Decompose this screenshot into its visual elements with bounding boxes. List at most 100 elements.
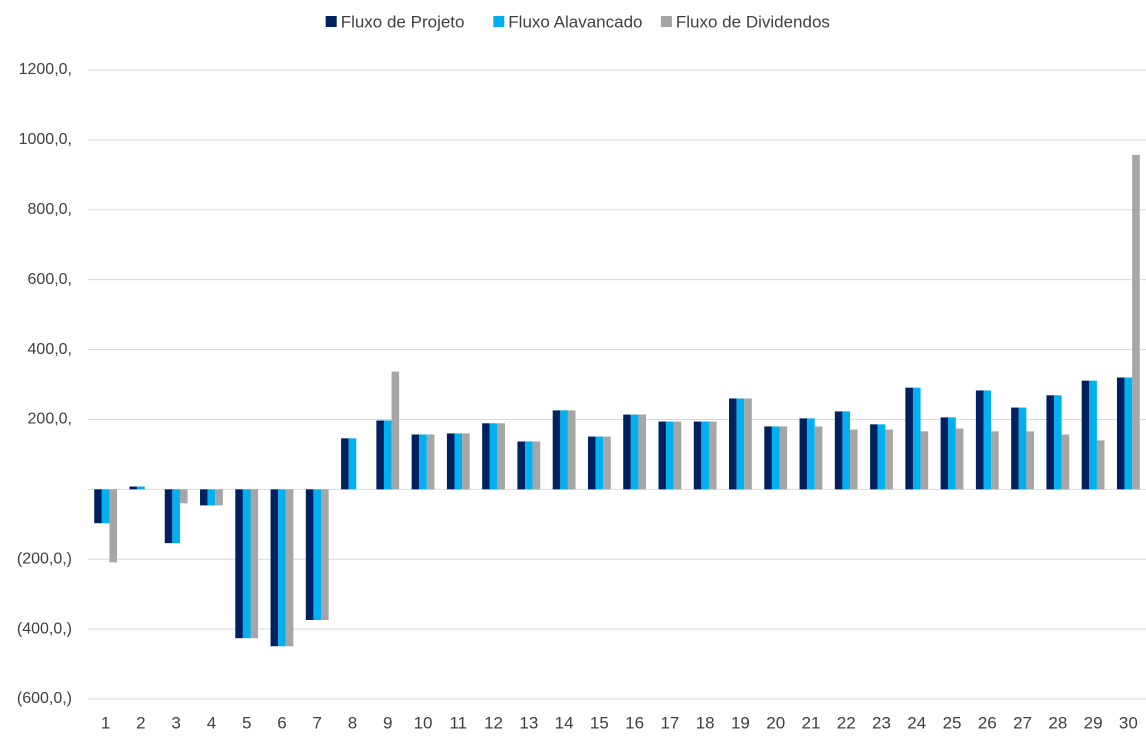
bar bbox=[482, 423, 490, 490]
bar bbox=[532, 441, 541, 490]
bar bbox=[1124, 377, 1133, 490]
x-tick-label: 4 bbox=[207, 713, 216, 732]
bar bbox=[129, 486, 138, 490]
legend-label: Fluxo Alavancado bbox=[508, 12, 642, 31]
bar bbox=[1132, 154, 1140, 490]
bar bbox=[729, 398, 737, 490]
bar bbox=[638, 414, 647, 490]
bar bbox=[877, 424, 886, 490]
x-tick-label: 15 bbox=[590, 713, 609, 732]
bar bbox=[623, 414, 631, 490]
bar bbox=[489, 423, 498, 490]
legend-label: Fluxo de Projeto bbox=[341, 12, 465, 31]
x-tick-label: 26 bbox=[978, 713, 997, 732]
x-tick-label: 7 bbox=[312, 713, 321, 732]
x-tick-label: 9 bbox=[383, 713, 392, 732]
bar bbox=[454, 433, 463, 490]
legend-swatch bbox=[493, 16, 505, 27]
bar bbox=[426, 434, 435, 490]
x-tick-label: 8 bbox=[348, 713, 357, 732]
bar bbox=[666, 421, 674, 490]
legend-swatch bbox=[325, 16, 337, 27]
y-tick-label: (600,0,) bbox=[17, 690, 72, 707]
bar bbox=[603, 436, 611, 490]
bar bbox=[109, 489, 118, 563]
x-tick-label: 10 bbox=[414, 713, 433, 732]
bar bbox=[771, 426, 780, 490]
y-tick-label: 600,0, bbox=[28, 271, 72, 288]
y-tick-label: 1200,0, bbox=[19, 61, 72, 78]
bar bbox=[1018, 407, 1027, 490]
bar bbox=[313, 489, 322, 621]
bar bbox=[1089, 380, 1097, 490]
x-tick-label: 30 bbox=[1119, 713, 1138, 732]
bar bbox=[736, 398, 745, 490]
bar bbox=[955, 428, 964, 490]
x-tick-label: 23 bbox=[872, 713, 891, 732]
bar bbox=[870, 424, 878, 490]
bar bbox=[630, 414, 639, 490]
y-tick-label: (400,0,) bbox=[17, 620, 72, 637]
bar bbox=[200, 489, 208, 506]
bar bbox=[419, 434, 427, 490]
x-tick-label: 29 bbox=[1084, 713, 1103, 732]
bar bbox=[983, 390, 992, 490]
bar bbox=[991, 431, 999, 490]
x-tick-label: 11 bbox=[449, 713, 467, 732]
legend-label: Fluxo de Dividendos bbox=[676, 12, 830, 31]
bar bbox=[1116, 377, 1125, 490]
bar bbox=[764, 426, 772, 490]
bar bbox=[567, 410, 576, 490]
x-tick-label: 16 bbox=[625, 713, 644, 732]
y-tick-label: (200,0,) bbox=[17, 550, 72, 567]
x-tick-label: 21 bbox=[802, 713, 821, 732]
bar bbox=[137, 486, 145, 490]
bar bbox=[1054, 395, 1062, 490]
bar bbox=[850, 429, 858, 490]
bar bbox=[94, 489, 102, 524]
x-tick-label: 27 bbox=[1013, 713, 1032, 732]
bar bbox=[1011, 407, 1019, 490]
bar bbox=[411, 434, 420, 490]
bar bbox=[779, 426, 788, 490]
bar bbox=[285, 489, 294, 647]
bar bbox=[235, 489, 243, 639]
x-tick-label: 18 bbox=[696, 713, 715, 732]
x-tick-label: 19 bbox=[731, 713, 750, 732]
bar bbox=[305, 489, 314, 621]
bar bbox=[1061, 434, 1070, 490]
x-tick-label: 14 bbox=[555, 713, 574, 732]
bar bbox=[595, 436, 604, 490]
bar bbox=[673, 421, 682, 490]
bar bbox=[278, 489, 286, 647]
bar bbox=[920, 431, 929, 490]
y-tick-label: 1000,0, bbox=[19, 131, 72, 148]
bar bbox=[885, 429, 893, 490]
bar bbox=[462, 433, 470, 490]
bar bbox=[799, 418, 808, 490]
bar bbox=[179, 489, 188, 504]
y-tick-label: 400,0, bbox=[28, 341, 72, 358]
x-tick-label: 20 bbox=[766, 713, 785, 732]
x-tick-label: 25 bbox=[943, 713, 962, 732]
bar bbox=[975, 390, 984, 490]
bar bbox=[1026, 431, 1034, 490]
x-tick-label: 2 bbox=[136, 713, 145, 732]
x-tick-label: 28 bbox=[1048, 713, 1067, 732]
bar bbox=[164, 489, 173, 544]
bar bbox=[341, 438, 349, 490]
x-tick-label: 6 bbox=[277, 713, 286, 732]
bar bbox=[446, 433, 455, 490]
x-tick-label: 17 bbox=[660, 713, 679, 732]
bar bbox=[525, 441, 533, 490]
x-tick-label: 3 bbox=[171, 713, 180, 732]
bar bbox=[172, 489, 180, 544]
bar bbox=[1081, 380, 1090, 490]
y-tick-label: 800,0, bbox=[28, 201, 72, 218]
bar bbox=[376, 420, 384, 490]
x-tick-label: 5 bbox=[242, 713, 251, 732]
bar bbox=[948, 417, 956, 490]
bar bbox=[321, 489, 329, 621]
bar bbox=[348, 438, 357, 490]
